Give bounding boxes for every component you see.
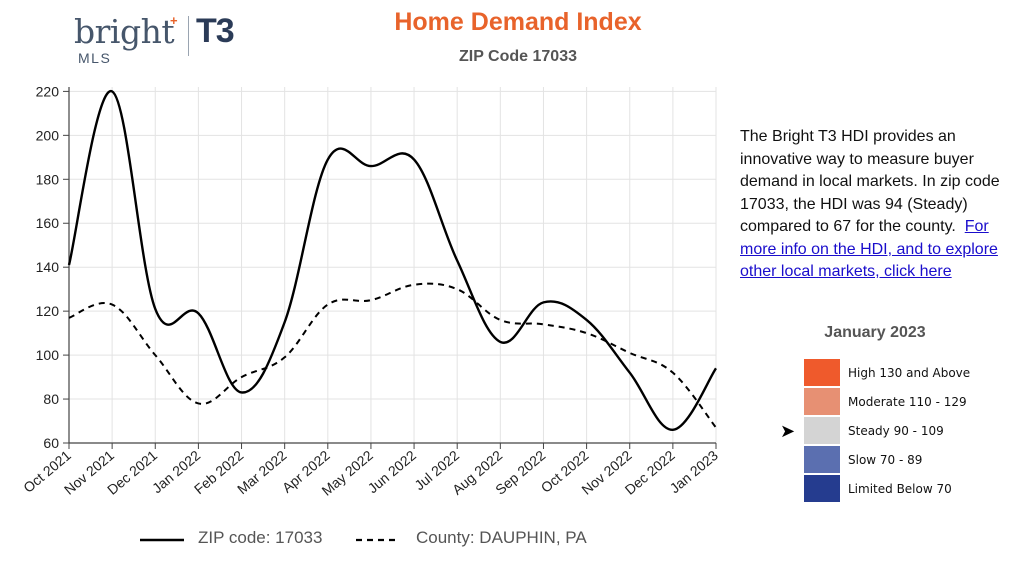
scale-band-label: High 130 and Above	[848, 366, 971, 380]
hdi-description: The Bright T3 HDI provides an innovative…	[740, 126, 1012, 284]
hdi-description-text: The Bright T3 HDI provides an innovative…	[740, 128, 1000, 235]
scale-band: Limited Below 70	[803, 474, 979, 503]
bright-t3-logo: bright + MLS T3	[74, 10, 254, 70]
logo-bright-text: bright	[74, 12, 175, 51]
zip-series-line	[67, 90, 718, 432]
y-tick-label: 140	[36, 259, 60, 275]
y-tick-label: 120	[36, 303, 60, 319]
scale-band-label: Slow 70 - 89	[848, 453, 923, 467]
scale-band-label: Steady 90 - 109	[848, 424, 944, 438]
county-series-line	[68, 282, 717, 429]
scale-band: Moderate 110 - 129	[803, 387, 979, 416]
chart-title: Home Demand Index	[394, 8, 642, 36]
chart-subtitle: ZIP Code 17033	[459, 48, 577, 65]
y-tick-label: 180	[36, 171, 60, 187]
scale-band-swatch	[804, 388, 840, 415]
y-tick-label: 80	[43, 391, 59, 407]
y-tick-label: 220	[36, 83, 60, 99]
logo-mls-text: MLS	[78, 50, 112, 66]
scale-band-swatch	[804, 446, 840, 473]
y-tick-label: 200	[36, 127, 60, 143]
scale-band-swatch	[804, 359, 840, 386]
scale-band-swatch	[804, 417, 840, 444]
scale-title: January 2023	[824, 324, 926, 341]
scale-band-label: Limited Below 70	[848, 482, 952, 496]
scale-band-swatch	[804, 475, 840, 502]
scale-band-label: Moderate 110 - 129	[848, 395, 967, 409]
dashed-line-swatch	[356, 538, 400, 542]
logo-divider	[188, 16, 189, 56]
x-tick-label: Jun 2022	[365, 447, 420, 496]
x-tick-label: Jan 2023	[667, 447, 722, 496]
logo-spark-icon: +	[170, 13, 178, 28]
legend-zip-label: ZIP code: 17033	[198, 528, 323, 547]
current-level-arrow-icon: ➤	[780, 421, 796, 441]
y-tick-label: 100	[36, 347, 60, 363]
more-info-link[interactable]: For more info on the HDI, and to explore…	[740, 218, 998, 280]
scale-band: High 130 and Above	[803, 358, 979, 387]
scale-band: Steady 90 - 109	[803, 416, 979, 445]
logo-t3-text: T3	[196, 12, 235, 50]
legend-county-label: County: DAUPHIN, PA	[416, 528, 587, 547]
y-tick-label: 60	[43, 435, 59, 451]
y-tick-label: 160	[36, 215, 60, 231]
solid-line-swatch	[140, 538, 184, 542]
scale-band: Slow 70 - 89	[803, 445, 979, 474]
